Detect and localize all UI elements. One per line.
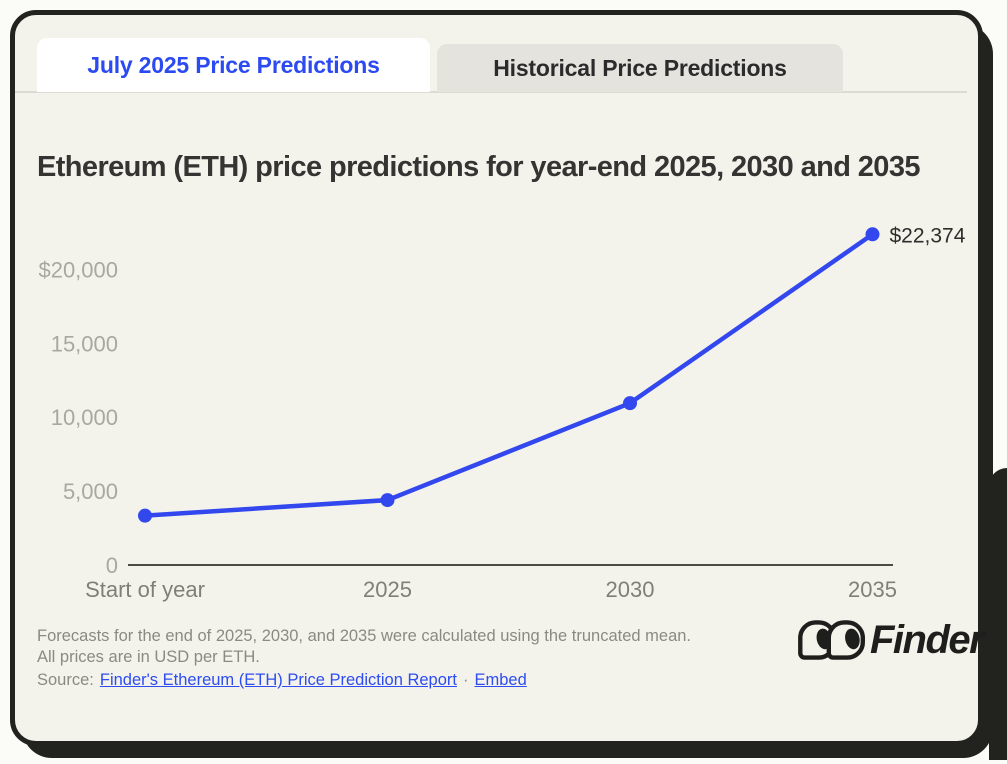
y-tick-label: 5,000 [63, 479, 118, 504]
price-line [142, 232, 875, 518]
tab-divider [15, 91, 967, 93]
y-tick-label: 0 [106, 553, 118, 578]
embed-link[interactable]: Embed [474, 671, 527, 689]
finder-logo-text: Finder [870, 617, 985, 662]
tab-label: Historical Price Predictions [493, 54, 787, 81]
finder-eyes-icon [798, 620, 865, 660]
tab-historical-price-predictions[interactable]: Historical Price Predictions [437, 44, 843, 92]
methodology-note: Forecasts for the end of 2025, 2030, and… [37, 627, 692, 666]
finder-logo: Finder [797, 617, 985, 663]
x-tick-label: 2030 [606, 577, 655, 602]
x-tick-label: 2035 [848, 577, 897, 602]
tab-label: July 2025 Price Predictions [87, 51, 380, 78]
separator-dot: · [462, 671, 469, 689]
data-point[interactable] [623, 396, 637, 411]
x-tick-label: 2025 [363, 577, 412, 602]
data-point[interactable] [865, 227, 880, 242]
y-tick-label: $20,000 [38, 257, 118, 282]
point-value-label: $22,374 [890, 224, 966, 247]
source-row: Source: Finder's Ethereum (ETH) Price Pr… [37, 671, 527, 690]
y-tick-label: 10,000 [51, 405, 118, 430]
background-card-edge [989, 468, 1007, 760]
y-tick-label: 15,000 [51, 331, 118, 356]
data-point[interactable] [138, 508, 152, 523]
x-tick-label: Start of year [85, 577, 205, 602]
tab-july-2025-price-predictions[interactable]: July 2025 Price Predictions [37, 38, 430, 92]
chart-title: Ethereum (ETH) price predictions for yea… [37, 151, 921, 184]
source-report-link[interactable]: Finder's Ethereum (ETH) Price Prediction… [99, 671, 457, 689]
source-prefix: Source: [37, 671, 94, 689]
data-point[interactable] [380, 493, 395, 508]
